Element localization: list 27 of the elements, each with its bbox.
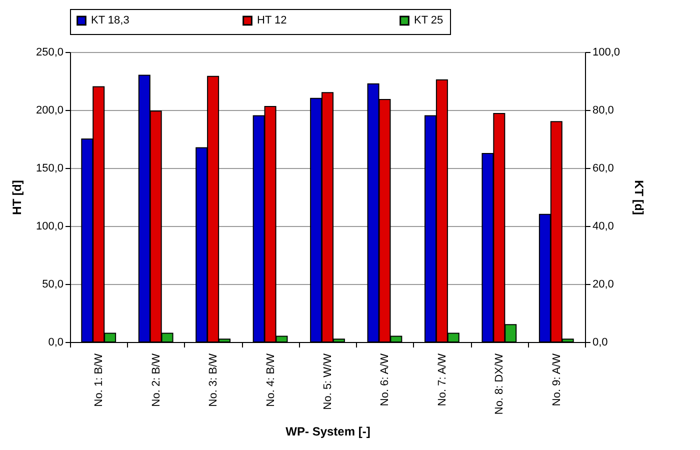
x-tick-label: No. 5: W/W — [322, 352, 334, 410]
legend-label: HT 12 — [257, 14, 287, 27]
y2-tick-label: 60,0 — [592, 162, 614, 174]
legend-label: KT 18,3 — [91, 14, 130, 27]
y-tick-label: 100,0 — [36, 220, 64, 232]
y2-tick-label: 0,0 — [592, 336, 608, 348]
y-tick-label: 50,0 — [42, 278, 64, 290]
y-tick-label: 0,0 — [48, 336, 64, 348]
x-axis-title: WP- System [-] — [286, 424, 370, 439]
x-tick-label: No. 2: B/W — [150, 352, 162, 407]
x-tick-label: No. 6: A/W — [379, 352, 392, 406]
x-tick-label: No. 7: A/W — [436, 352, 448, 406]
x-tick-label: No. 3: B/W — [208, 352, 220, 407]
y-tick-label: 150,0 — [36, 162, 64, 174]
x-tick-label: No. 9: A/W — [550, 352, 563, 406]
y2-tick-label: 40,0 — [592, 220, 614, 232]
y2-axis-title: KT [d] — [632, 180, 646, 215]
y-axis-title: HT [d] — [10, 180, 24, 215]
y-tick-label: 200,0 — [36, 104, 64, 116]
x-tick-label: No. 4: B/W — [264, 352, 277, 407]
y2-tick-label: 100,0 — [592, 46, 620, 58]
y-tick-label: 250,0 — [36, 46, 64, 58]
legend-label: KT 25 — [414, 14, 444, 27]
y2-tick-label: 80,0 — [592, 104, 614, 116]
y2-tick-label: 20,0 — [592, 278, 614, 290]
x-tick-label: No. 1: B/W — [93, 352, 106, 407]
x-tick-label: No. 8: DX/W — [494, 352, 506, 415]
